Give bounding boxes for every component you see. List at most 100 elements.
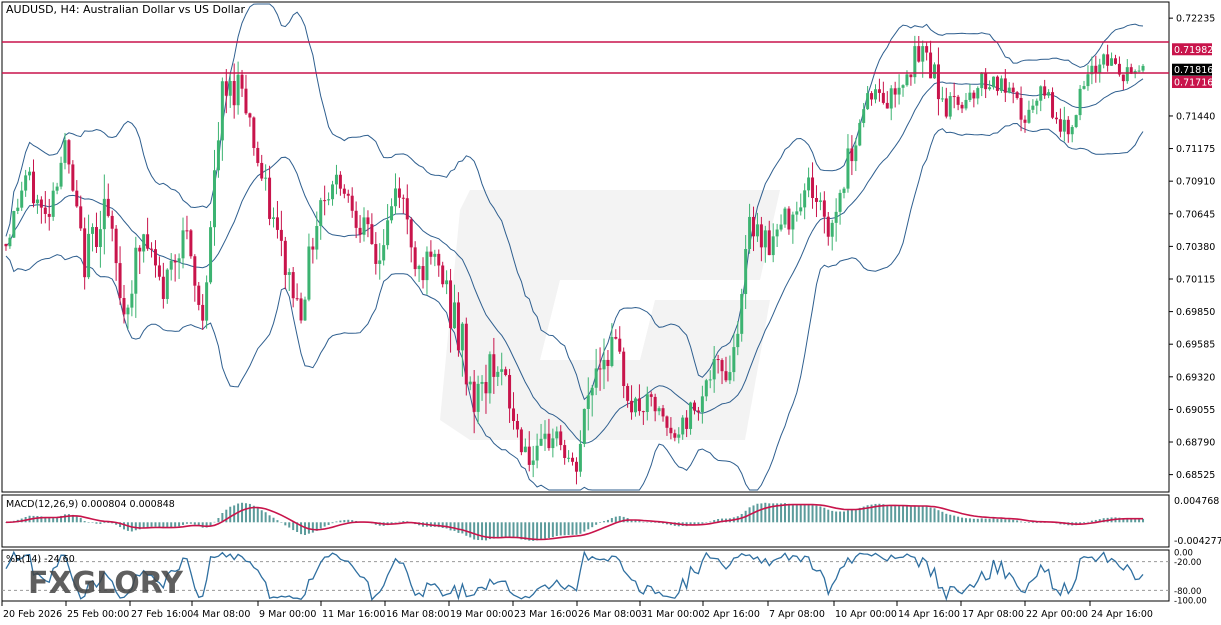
date-tick-label: 14 Apr 16:00 [898, 609, 960, 620]
price-axis: 0.72235 0.71982 0.71816 0.71716 0.71440 0.711… [1169, 14, 1215, 481]
macd-bar [1090, 520, 1093, 523]
candle [169, 253, 173, 281]
candle [334, 164, 338, 195]
candle [236, 61, 240, 115]
candle [582, 408, 586, 448]
macd-bar [111, 522, 114, 524]
candle [681, 415, 685, 440]
candle [669, 417, 673, 440]
candle [260, 154, 264, 181]
candle [637, 384, 641, 416]
candle [618, 326, 622, 354]
candle [504, 366, 508, 377]
price-tick-label: 0.69055 [1176, 405, 1215, 416]
macd-bar [815, 505, 818, 523]
candle [649, 391, 653, 407]
macd-bar [516, 522, 519, 539]
macd-bar [528, 522, 531, 541]
candle [657, 406, 661, 416]
macd-bar [768, 503, 771, 523]
candle [106, 183, 110, 218]
candle [1106, 44, 1110, 72]
candle [1023, 115, 1027, 133]
macd-bar [1039, 522, 1042, 523]
macd-bar [752, 505, 755, 523]
macd-bar [276, 520, 279, 523]
macd-bar [512, 522, 515, 538]
candle [783, 206, 787, 228]
macd-bar [929, 507, 932, 523]
candle [28, 167, 32, 181]
macd-bar [642, 521, 645, 523]
macd-bar [634, 520, 637, 523]
macd-bar [154, 522, 157, 527]
macd-bar [123, 522, 126, 530]
candle [567, 450, 571, 463]
macd-bar [449, 522, 452, 531]
candle [881, 81, 885, 105]
candle [771, 223, 775, 263]
candle [209, 221, 213, 285]
candle [1090, 56, 1094, 85]
candle [327, 192, 331, 206]
candle [661, 404, 665, 422]
macd-bar [819, 506, 822, 523]
candle [500, 352, 504, 386]
candle [948, 92, 952, 120]
macd-bar [292, 522, 295, 531]
macd-bar [390, 522, 393, 525]
macd-bar [870, 504, 873, 523]
candle [185, 215, 189, 240]
macd-bar [595, 522, 598, 525]
macd-bar [1134, 518, 1137, 523]
macd-bar [831, 510, 834, 523]
candle [645, 386, 649, 421]
level-price-tag [1172, 76, 1212, 89]
macd-bar [984, 518, 987, 523]
candle [1058, 108, 1062, 138]
candle [708, 370, 712, 389]
price-tick-label: 0.71440 [1176, 111, 1215, 122]
candle [268, 165, 272, 226]
candle [43, 191, 47, 224]
macd-bar [87, 522, 90, 523]
macd-bar [229, 506, 232, 523]
macd-bar [532, 522, 535, 541]
macd-bar [878, 503, 881, 523]
macd-bar [839, 511, 842, 523]
candle [1003, 68, 1007, 102]
candle [405, 184, 409, 235]
candle [748, 203, 752, 254]
candle [1066, 116, 1070, 143]
macd-bar [591, 522, 594, 528]
candle [342, 184, 346, 199]
candle [240, 69, 244, 97]
candle [118, 246, 122, 305]
macd-bar [71, 514, 74, 523]
macd-bar [1118, 517, 1121, 523]
macd-bar [976, 518, 979, 523]
date-tick-label: 4 Mar 08:00 [193, 609, 250, 620]
candle [980, 72, 984, 97]
macd-bar [327, 522, 330, 525]
macd-bar [48, 517, 51, 523]
macd-bar [807, 504, 810, 523]
watermark-text: FXGLORY [28, 566, 184, 601]
macd-bar [587, 522, 590, 530]
candle [122, 284, 126, 324]
candle [181, 217, 185, 269]
candle [732, 333, 736, 382]
candle [291, 266, 295, 308]
macd-bar [138, 522, 141, 530]
candle [272, 207, 276, 228]
candle [696, 406, 700, 421]
candle [1086, 65, 1090, 91]
candle [110, 210, 114, 242]
macd-bar [783, 503, 786, 523]
macd-bar [103, 522, 106, 524]
candle [633, 396, 637, 417]
candle [515, 413, 519, 438]
macd-bar [496, 522, 499, 538]
candle [32, 159, 36, 208]
macd-bar [957, 516, 960, 523]
